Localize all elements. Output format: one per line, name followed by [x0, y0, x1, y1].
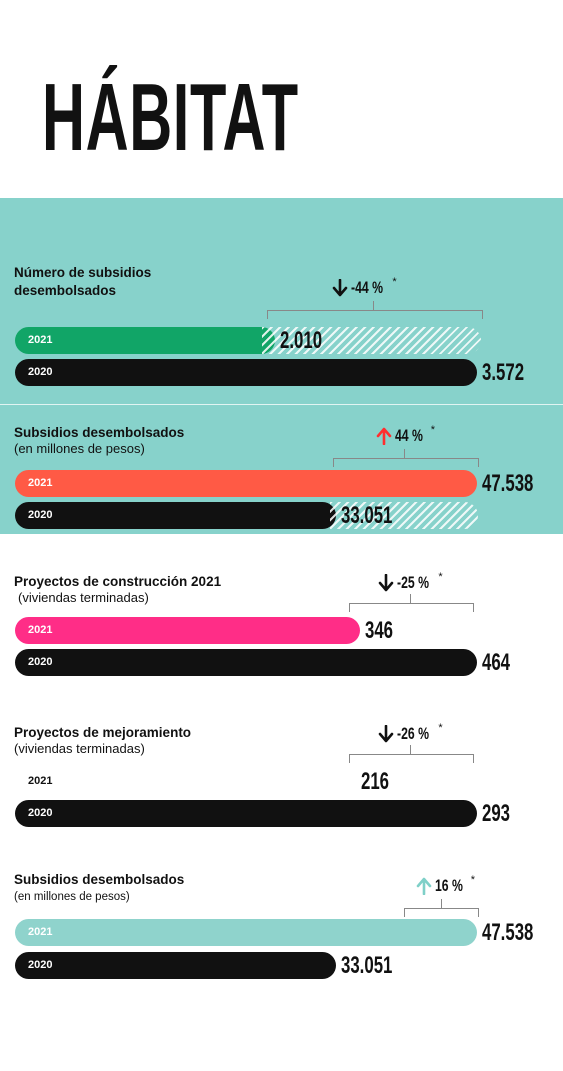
- arrow-down-icon: [332, 279, 348, 297]
- bar-2021: [15, 617, 360, 644]
- page-title: HÁBITAT: [42, 64, 299, 171]
- bar-2020: [15, 359, 477, 386]
- bracket-stem: [441, 899, 442, 908]
- bar-2020: [15, 649, 477, 676]
- arrow-down-icon: [378, 725, 394, 743]
- year-label-2020: 2020: [28, 959, 53, 971]
- value-label-2020: 3.572: [482, 359, 525, 386]
- change-percent: -44 %: [351, 278, 383, 297]
- bar-2020: [15, 952, 336, 979]
- year-label-2020: 2020: [28, 656, 53, 668]
- bar-2021: [15, 470, 477, 497]
- arrow-down-icon: [378, 574, 394, 592]
- bar-2020: [15, 502, 336, 529]
- value-label-2021: 2.010: [280, 327, 323, 354]
- comparison-bracket: [333, 458, 479, 467]
- footnote-asterisk: *: [430, 424, 436, 436]
- year-label-2020: 2020: [28, 509, 53, 521]
- panel-title: Proyectos de mejoramiento: [14, 725, 192, 740]
- year-label-2020: 2020: [28, 807, 53, 819]
- bar-2021: [15, 327, 275, 354]
- change-indicator: 44 % *: [376, 424, 436, 446]
- difference-hatch: [262, 327, 481, 354]
- change-indicator: 16 % *: [416, 874, 476, 896]
- bracket-stem: [404, 449, 405, 458]
- arrow-up-icon: [376, 427, 392, 445]
- value-label-2021: 216: [361, 768, 390, 795]
- value-label-2020: 33.051: [341, 502, 393, 529]
- change-indicator: -25 % *: [378, 571, 443, 593]
- year-label-2020: 2020: [28, 366, 53, 378]
- panel-subtitle: (viviendas terminadas): [18, 590, 149, 605]
- comparison-bracket: [349, 754, 474, 763]
- bracket-stem: [410, 594, 411, 603]
- value-label-2021: 346: [365, 617, 394, 644]
- change-percent: 44 %: [395, 426, 423, 445]
- change-percent: -26 %: [397, 724, 429, 743]
- value-label-2020: 464: [482, 649, 511, 676]
- footnote-asterisk: *: [438, 571, 443, 583]
- change-indicator: -44 % *: [332, 276, 397, 298]
- value-label-2020: 293: [482, 800, 511, 827]
- change-percent: -25 %: [397, 573, 429, 592]
- value-label-2021: 47.538: [482, 470, 534, 497]
- panel-title: Subsidios desembolsados: [14, 425, 185, 440]
- comparison-bracket: [267, 310, 483, 319]
- year-label-2021: 2021: [28, 624, 53, 636]
- panel-title: Proyectos de construcción 2021: [14, 574, 222, 589]
- comparison-bracket: [404, 908, 479, 917]
- section-divider: [0, 404, 563, 405]
- panel-title: Número de subsidios desembolsados: [14, 265, 152, 298]
- bar-2021: [15, 919, 477, 946]
- value-label-2020: 33.051: [341, 952, 393, 979]
- footnote-asterisk: *: [438, 722, 443, 734]
- panel-title: Subsidios desembolsados: [14, 872, 185, 887]
- bracket-stem: [373, 301, 374, 310]
- year-label-2021: 2021: [28, 334, 53, 346]
- change-percent: 16 %: [435, 876, 463, 895]
- comparison-bracket: [349, 603, 474, 612]
- arrow-up-icon: [416, 877, 432, 895]
- footnote-asterisk: *: [392, 276, 397, 288]
- year-label-2021: 2021: [28, 477, 53, 489]
- change-indicator: -26 % *: [378, 722, 443, 744]
- bar-2021: [15, 768, 356, 795]
- panel-subtitle: (viviendas terminadas): [14, 741, 145, 756]
- panel-subtitle: (en millones de pesos): [14, 891, 130, 903]
- footnote-asterisk: *: [470, 874, 476, 886]
- difference-hatch: [330, 502, 478, 529]
- bracket-stem: [410, 745, 411, 754]
- value-label-2021: 47.538: [482, 919, 534, 946]
- panel-subtitle: (en millones de pesos): [14, 441, 145, 456]
- year-label-2021: 2021: [28, 775, 53, 787]
- year-label-2021: 2021: [28, 926, 53, 938]
- bar-2020: [15, 800, 477, 827]
